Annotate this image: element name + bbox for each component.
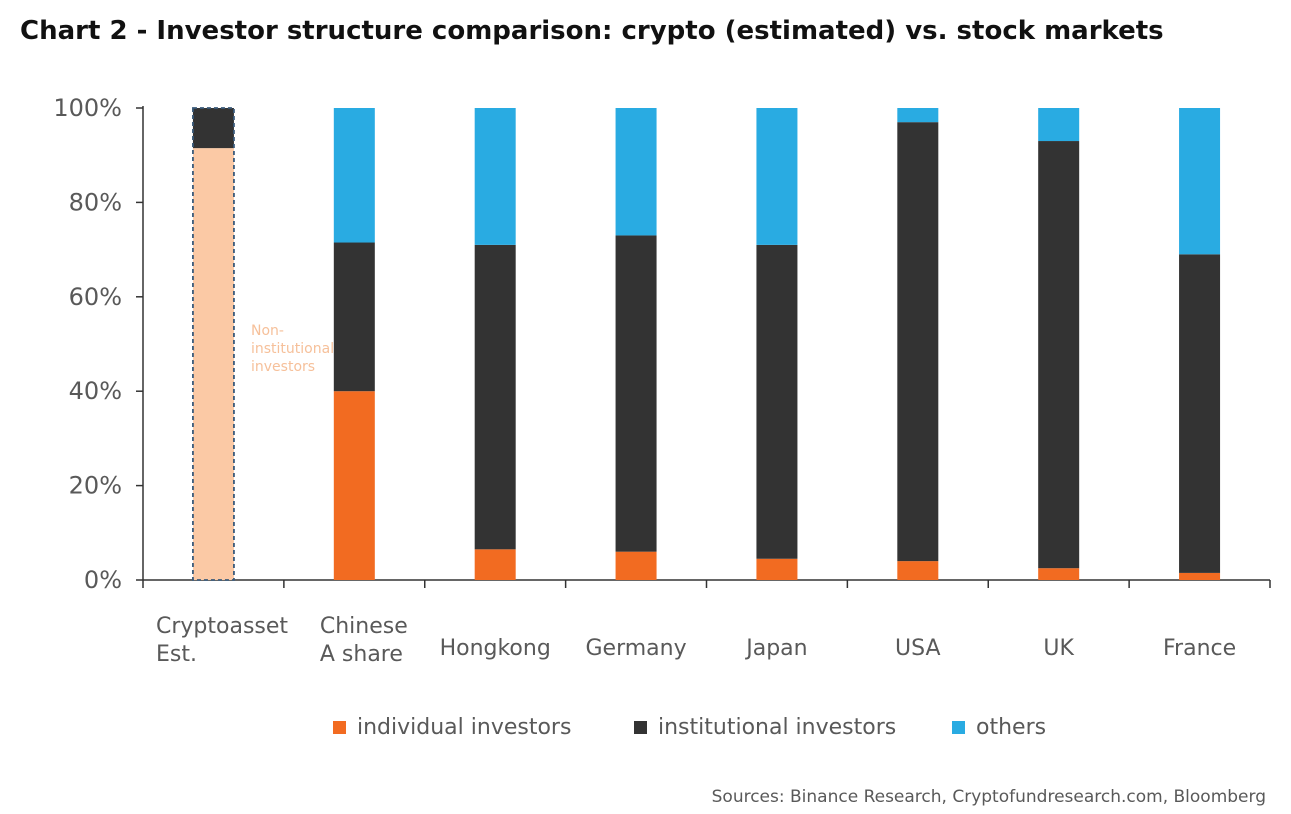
legend-label: institutional investors bbox=[658, 715, 896, 740]
bar-individual bbox=[1179, 572, 1221, 580]
bar-others bbox=[615, 108, 657, 236]
y-tick-label: 40% bbox=[69, 377, 122, 405]
y-tick-label: 80% bbox=[69, 188, 122, 216]
bar-institutional bbox=[1038, 141, 1080, 569]
source-note: Sources: Binance Research, Cryptofundres… bbox=[712, 787, 1266, 807]
bar-institutional bbox=[474, 244, 516, 550]
y-tick-label: 0% bbox=[84, 566, 122, 594]
legend-label: others bbox=[976, 715, 1046, 740]
y-tick-label: 100% bbox=[53, 94, 122, 122]
legend: individual investors institutional invest… bbox=[333, 715, 1046, 740]
y-tick-label: 20% bbox=[69, 472, 122, 500]
chart-title: Chart 2 - Investor structure comparison:… bbox=[20, 16, 1164, 46]
x-tick-label: Germany bbox=[586, 636, 687, 661]
x-tick-label: USA bbox=[895, 636, 941, 661]
legend-swatch bbox=[333, 721, 346, 734]
annotation: Non-institutional investors bbox=[251, 323, 334, 375]
bar-non-institutional bbox=[192, 148, 234, 580]
x-tick-label: Hongkong bbox=[440, 636, 551, 661]
bar-others bbox=[756, 108, 798, 245]
crypto-estimate-outline bbox=[192, 107, 235, 581]
legend-swatch bbox=[634, 721, 647, 734]
x-tick-label: UK bbox=[1043, 636, 1074, 661]
legend-item: others bbox=[952, 715, 1046, 740]
bar-individual bbox=[897, 561, 939, 580]
bar-institutional bbox=[1179, 254, 1221, 573]
y-tick-label: 60% bbox=[69, 283, 122, 311]
bar-individual bbox=[474, 549, 516, 580]
x-tick-label: Cryptoasset Est. bbox=[156, 614, 288, 667]
bar-institutional bbox=[192, 108, 234, 149]
legend-label: individual investors bbox=[357, 715, 571, 740]
annotation-non-institutional: Non-institutional investors bbox=[251, 323, 334, 375]
x-axis: Cryptoasset Est. Chinese A share Hongkong Ger… bbox=[142, 579, 1271, 667]
bar-institutional bbox=[897, 122, 939, 562]
bar-others bbox=[474, 108, 516, 245]
bar-institutional bbox=[615, 235, 657, 552]
legend-item: individual investors bbox=[333, 715, 571, 740]
legend-item: institutional investors bbox=[634, 715, 896, 740]
bar-others bbox=[1038, 108, 1080, 142]
x-tick-label: France bbox=[1163, 636, 1236, 661]
bar-individual bbox=[615, 551, 657, 580]
bar-individual bbox=[333, 391, 375, 580]
x-tick-label: Japan bbox=[744, 636, 807, 661]
bar-others bbox=[333, 108, 375, 243]
y-axis: 0% 20% 40% 60% 80% 100% bbox=[53, 94, 144, 594]
bar-institutional bbox=[333, 242, 375, 392]
bar-others bbox=[1179, 108, 1221, 255]
bar-individual bbox=[756, 558, 798, 580]
bar-individual bbox=[1038, 568, 1080, 580]
bar-institutional bbox=[756, 244, 798, 559]
x-tick-label: Chinese A share bbox=[320, 614, 408, 667]
bar-others bbox=[897, 108, 939, 123]
bars bbox=[192, 107, 1221, 581]
legend-swatch bbox=[952, 721, 965, 734]
